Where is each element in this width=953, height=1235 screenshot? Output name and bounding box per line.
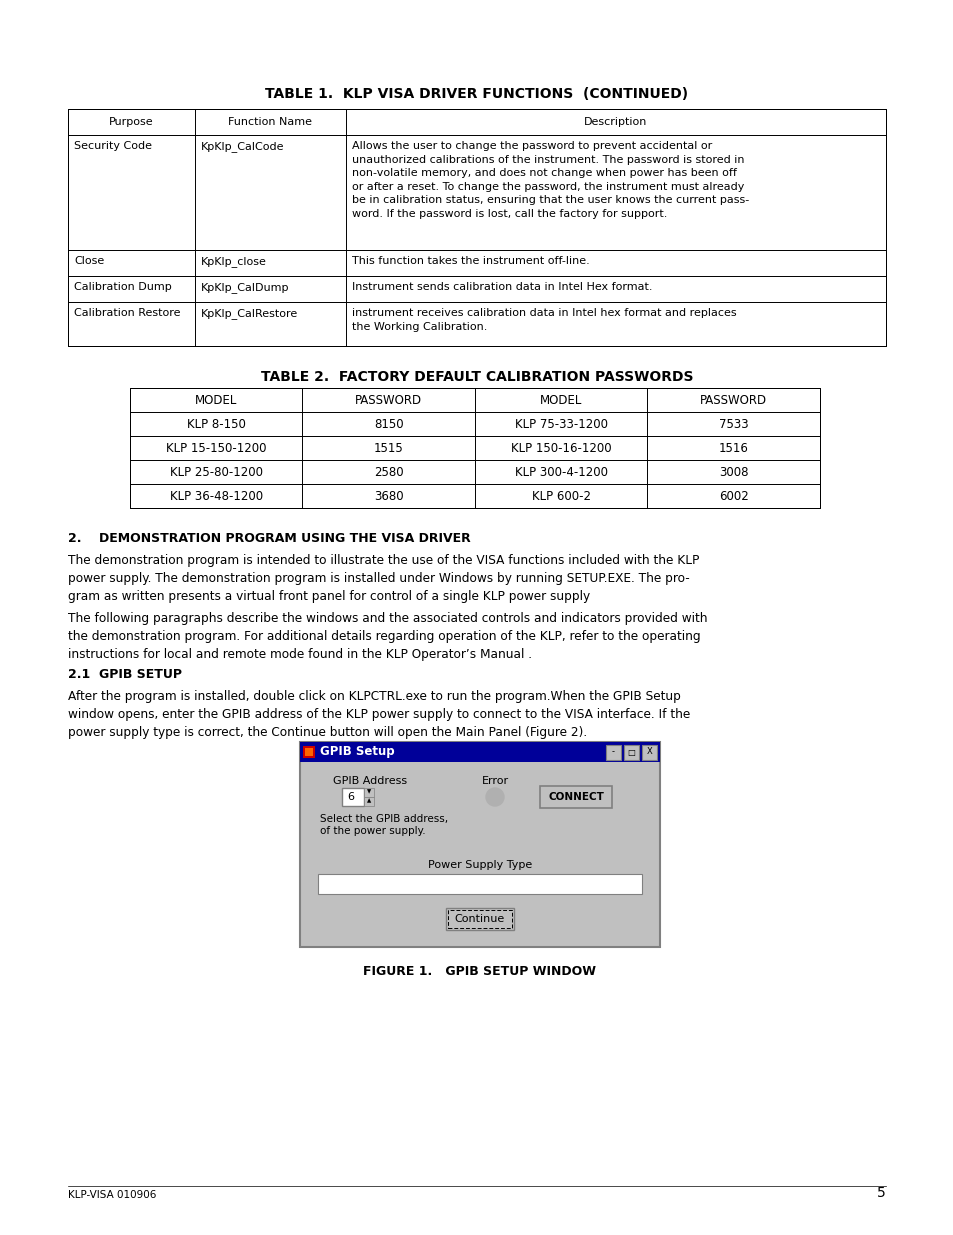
Text: TABLE 1.  KLP VISA DRIVER FUNCTIONS  (CONTINUED): TABLE 1. KLP VISA DRIVER FUNCTIONS (CONT… [265,86,688,101]
Text: Description: Description [584,117,647,127]
Text: KLP 36-48-1200: KLP 36-48-1200 [170,489,262,503]
Bar [303,746,314,758]
Text: 2.1  GPIB SETUP: 2.1 GPIB SETUP [68,668,182,680]
Text: 6: 6 [347,792,355,802]
Bar [364,797,374,806]
Text: MODEL: MODEL [539,394,582,406]
Text: Function Name: Function Name [228,117,313,127]
Text: ▼: ▼ [367,789,371,794]
Text: 3008: 3008 [719,466,748,478]
Text: KLP 300-4-1200: KLP 300-4-1200 [515,466,607,478]
Text: Power Supply Type: Power Supply Type [428,860,532,869]
Text: Select the GPIB address,: Select the GPIB address, [319,814,448,824]
Text: PASSWORD: PASSWORD [355,394,422,406]
Bar [68,135,885,249]
Text: KpKlp_CalRestore: KpKlp_CalRestore [200,308,297,319]
Bar [364,788,374,797]
Bar [341,788,364,806]
Text: Allows the user to change the password to prevent accidental or
unauthorized cal: Allows the user to change the password t… [352,141,749,219]
Text: -: - [612,747,615,757]
Bar [446,908,514,930]
Bar [130,484,820,508]
Text: The demonstration program is intended to illustrate the use of the VISA function: The demonstration program is intended to… [68,555,699,603]
Text: KLP 8-150: KLP 8-150 [187,417,246,431]
Text: GPIB Setup: GPIB Setup [319,746,395,758]
Text: KpKlp_close: KpKlp_close [200,256,267,267]
Bar [130,436,820,459]
Bar [68,109,885,346]
Circle shape [485,788,503,806]
Bar [317,874,641,894]
Text: CONNECT: CONNECT [547,792,603,802]
Text: The following paragraphs describe the windows and the associated controls and in: The following paragraphs describe the wi… [68,613,707,661]
Text: TABLE 2.  FACTORY DEFAULT CALIBRATION PASSWORDS: TABLE 2. FACTORY DEFAULT CALIBRATION PAS… [260,370,693,384]
Text: Instrument sends calibration data in Intel Hex format.: Instrument sends calibration data in Int… [352,282,652,291]
Bar [68,303,885,346]
Bar [539,785,612,808]
Text: KLP 25-80-1200: KLP 25-80-1200 [170,466,262,478]
Text: instrument receives calibration data in Intel hex format and replaces
the Workin: instrument receives calibration data in … [352,308,736,332]
Bar [68,249,885,275]
Text: KLP 150-16-1200: KLP 150-16-1200 [511,441,611,454]
Text: PASSWORD: PASSWORD [700,394,766,406]
Text: ▲: ▲ [367,799,371,804]
Bar [130,388,820,508]
Text: 3680: 3680 [374,489,403,503]
Bar [641,745,657,760]
Text: KpKlp_CalDump: KpKlp_CalDump [200,282,289,293]
Text: 2580: 2580 [374,466,403,478]
Bar [130,388,820,412]
Text: KLP 600-2: KLP 600-2 [531,489,590,503]
Text: 8150: 8150 [374,417,403,431]
Bar [130,459,820,484]
Bar [448,910,512,927]
Text: MODEL: MODEL [194,394,237,406]
Text: Security Code: Security Code [74,141,152,151]
Text: This function takes the instrument off-line.: This function takes the instrument off-l… [352,256,589,266]
Text: 2.    DEMONSTRATION PROGRAM USING THE VISA DRIVER: 2. DEMONSTRATION PROGRAM USING THE VISA … [68,532,470,545]
Text: 6002: 6002 [719,489,748,503]
Text: 1516: 1516 [718,441,748,454]
Text: KLP 75-33-1200: KLP 75-33-1200 [515,417,607,431]
Text: Error: Error [481,776,508,785]
Text: Continue: Continue [455,914,504,924]
Bar [130,412,820,436]
Bar [605,745,620,760]
Text: KLP 15-150-1200: KLP 15-150-1200 [166,441,266,454]
Text: 7533: 7533 [719,417,748,431]
Bar [299,742,659,947]
Text: of the power supply.: of the power supply. [319,826,425,836]
Text: FIGURE 1.   GPIB SETUP WINDOW: FIGURE 1. GPIB SETUP WINDOW [363,965,596,978]
Bar [68,275,885,303]
Text: KLP-VISA 010906: KLP-VISA 010906 [68,1191,156,1200]
Text: X: X [646,747,652,757]
Text: After the program is installed, double click on KLPCTRL.exe to run the program.W: After the program is installed, double c… [68,690,690,739]
Bar [299,742,659,762]
Text: GPIB Address: GPIB Address [333,776,407,785]
Bar [305,748,313,756]
Text: Calibration Restore: Calibration Restore [74,308,180,317]
Text: Calibration Dump: Calibration Dump [74,282,172,291]
Text: 5: 5 [877,1186,885,1200]
Text: 1515: 1515 [374,441,403,454]
Bar [623,745,639,760]
Text: Purpose: Purpose [109,117,153,127]
Text: Close: Close [74,256,104,266]
Text: □: □ [627,747,635,757]
Text: KpKlp_CalCode: KpKlp_CalCode [200,141,284,152]
Bar [68,109,885,135]
